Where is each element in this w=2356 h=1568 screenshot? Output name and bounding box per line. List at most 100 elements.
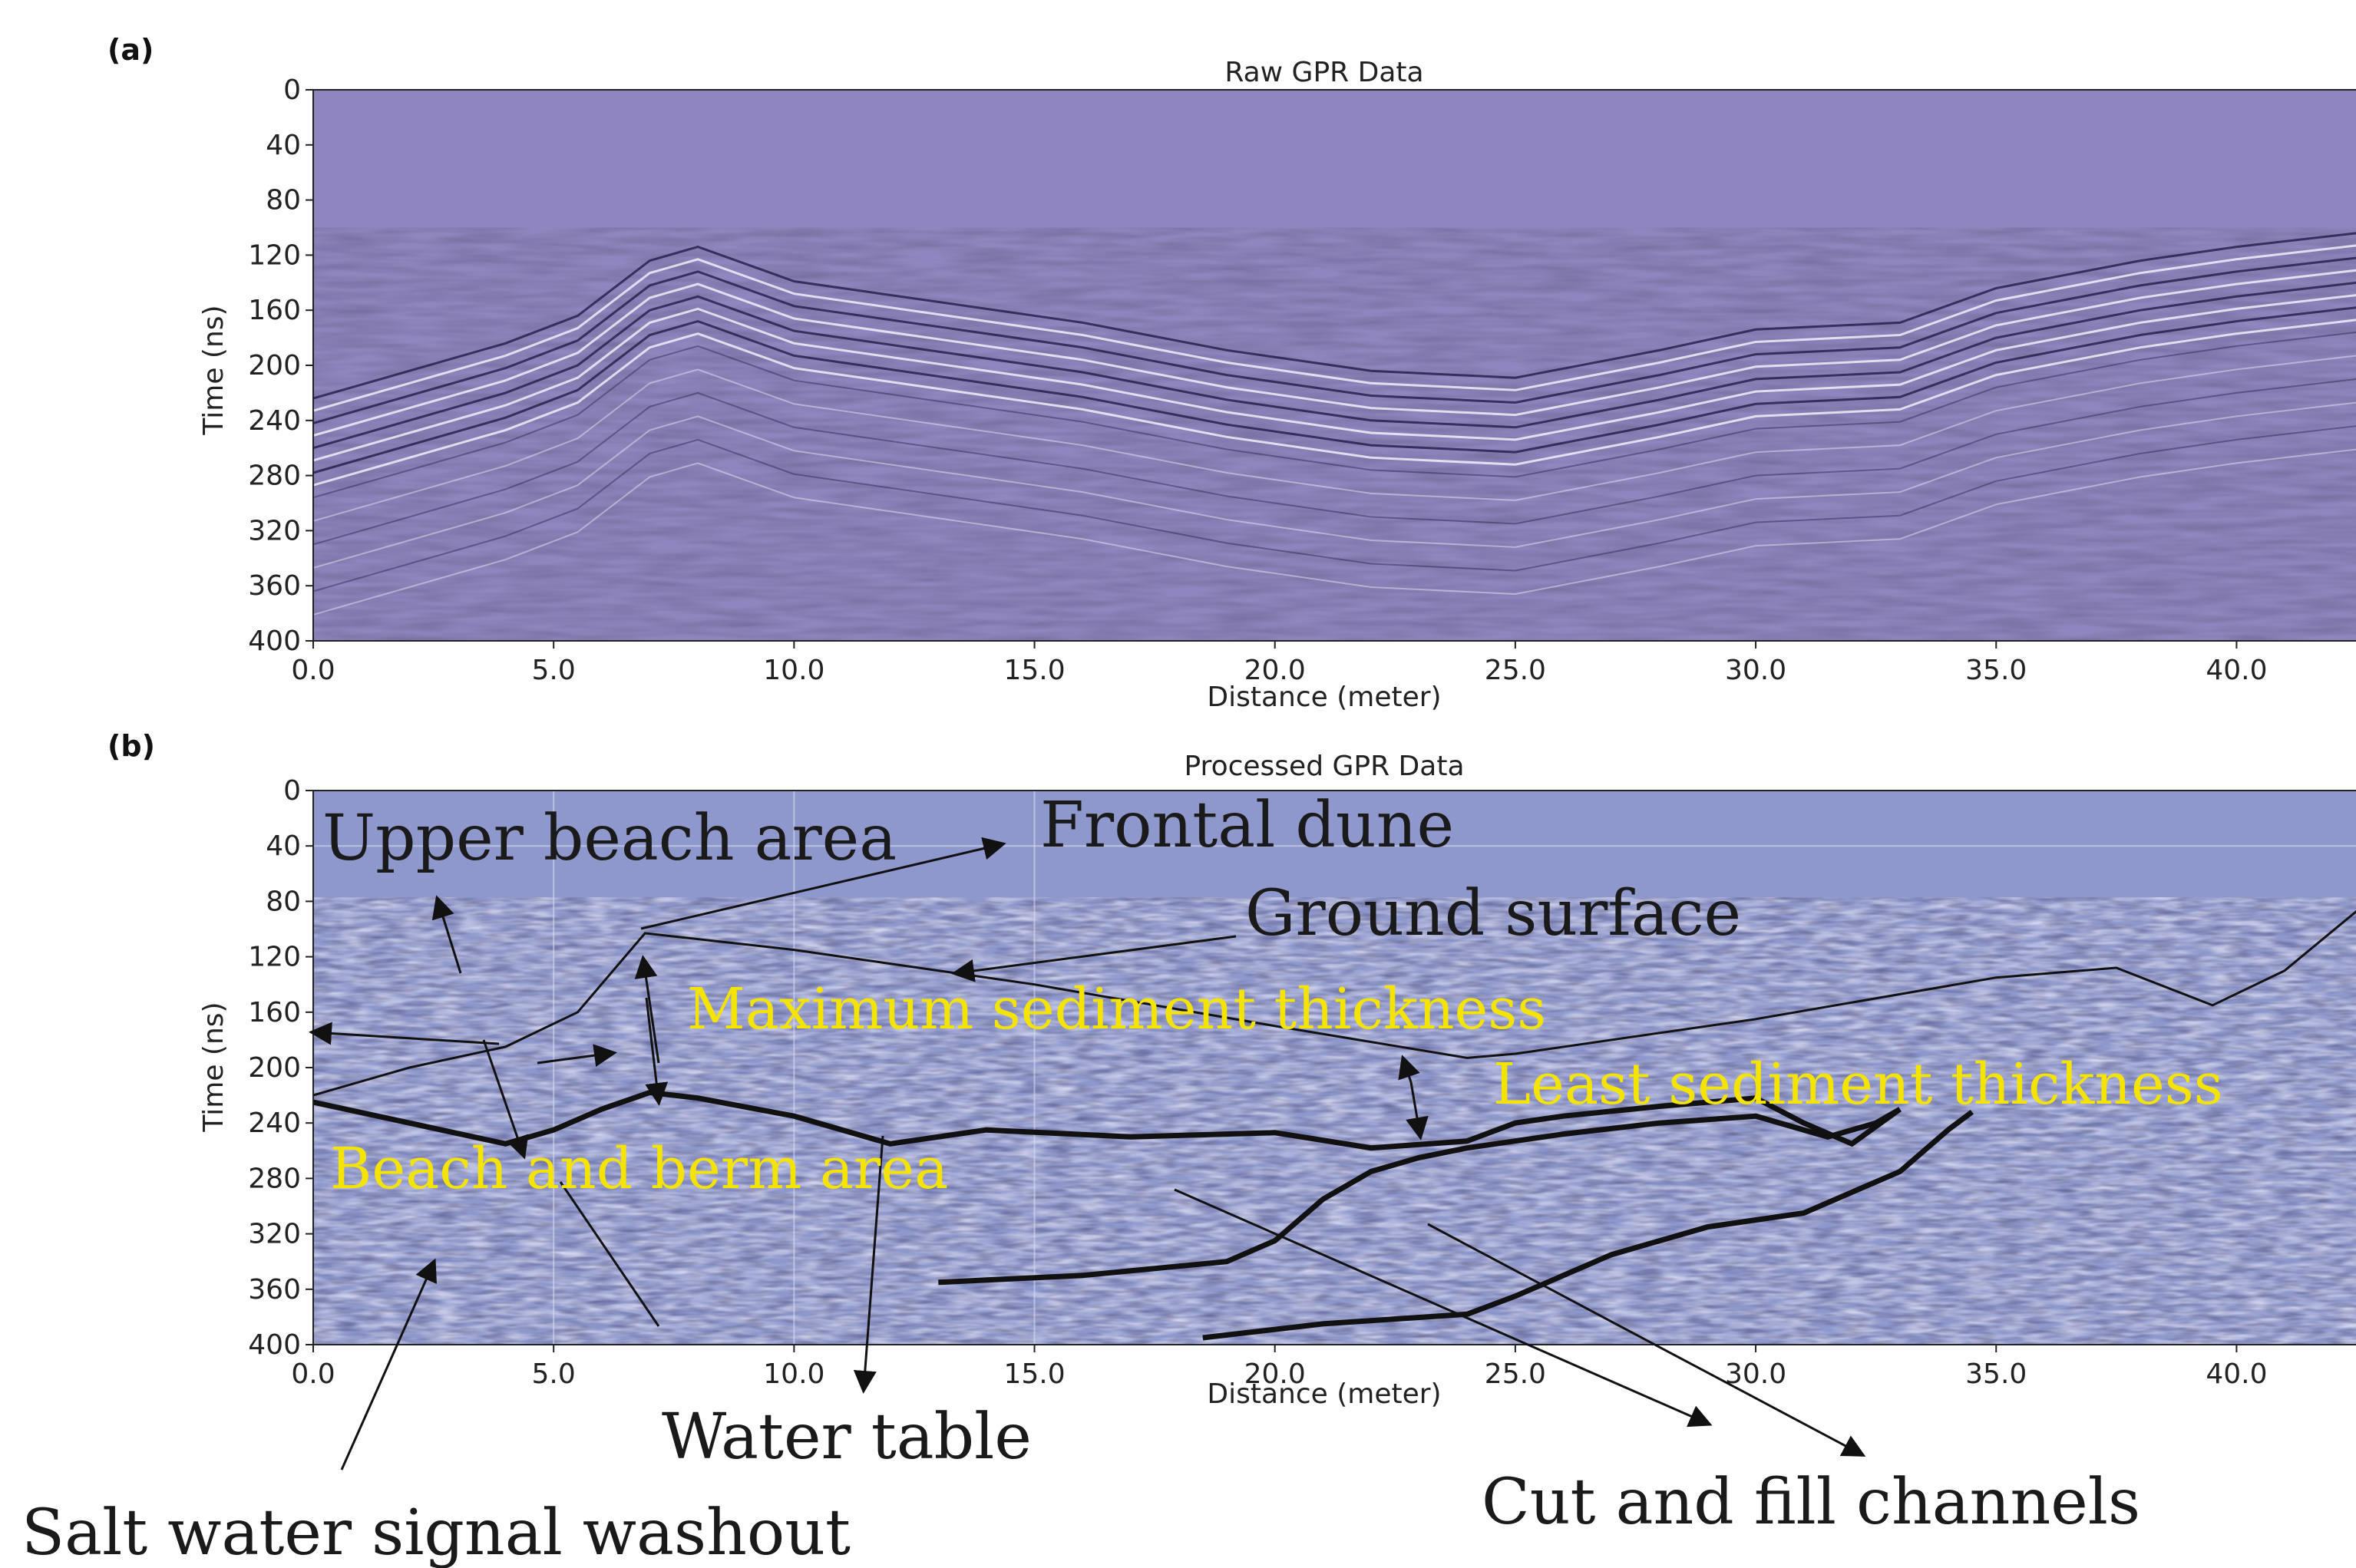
x-tick-label: 40.0	[2206, 1358, 2267, 1390]
x-tick-label: 30.0	[1725, 1358, 1786, 1390]
processed-gpr-y-ticks: 0 40 80 120 160 200 240 280 320 360 400	[248, 775, 313, 1361]
reflector-band	[312, 256, 2356, 424]
beach-berm-line	[559, 1181, 660, 1327]
x-tick-label: 25.0	[1485, 655, 1546, 686]
x-tick-label: 0.0	[291, 655, 335, 686]
reflector-band	[312, 294, 2356, 462]
reflector-band	[312, 319, 2356, 487]
x-tick-label: 30.0	[1725, 655, 1786, 686]
y-tick-label: 360	[248, 1274, 301, 1306]
y-tick-label: 200	[248, 350, 301, 381]
x-tick-label: 5.0	[532, 1358, 576, 1390]
x-tick-label: 15.0	[1003, 655, 1065, 686]
y-tick-label: 360	[248, 570, 301, 602]
y-tick-label: 120	[248, 942, 301, 973]
raw-gpr-x-ticks: 0.0 5.0 10.0 15.0 20.0 25.0 30.0 35.0 40.0	[291, 641, 2267, 686]
reflector-band	[312, 355, 2356, 522]
y-tick-label: 400	[248, 1329, 301, 1361]
y-tick-label: 320	[248, 515, 301, 546]
panel-a-label: (a)	[107, 33, 154, 67]
processed-gpr-reflection-texture-dark	[313, 897, 2356, 1345]
raw-gpr-panel: (a) Raw GPR Data 0.0 5.0 10.0 15.0 20.0 25.0 3…	[107, 33, 2356, 713]
ground-surface-line	[312, 909, 2356, 1097]
y-tick-label: 200	[248, 1052, 301, 1084]
y-tick-label: 280	[248, 1163, 301, 1194]
water-table-arrow	[853, 1135, 884, 1394]
processed-gpr-x-ticks: 0.0 5.0 10.0 15.0 20.0 25.0 30.0 35.0 40.0	[291, 1345, 2267, 1390]
upper-beach-label: Upper beach area	[322, 802, 897, 875]
reflector-band	[312, 244, 2356, 412]
reflector-band	[312, 306, 2356, 474]
processed-gpr-ylabel: Time (ns)	[198, 1002, 230, 1132]
raw-gpr-xlabel: Distance (meter)	[1207, 682, 1441, 713]
y-tick-label: 240	[248, 1108, 301, 1139]
ground-surface-arrow	[951, 935, 1237, 982]
raw-gpr-y-ticks: 0 40 80 120 160 200 240 280 320 360 400	[248, 74, 313, 657]
y-tick-label: 160	[248, 295, 301, 326]
reflector-band	[312, 425, 2356, 593]
channel-line	[1202, 1109, 1974, 1341]
salt-water-arrow	[340, 1258, 437, 1471]
reflector-band	[312, 269, 2356, 437]
reflector-band	[312, 281, 2356, 450]
processed-gpr-gridlines	[313, 791, 2356, 1345]
least-sediment-arrow-up	[1398, 1055, 1420, 1083]
salt-water-label: Salt water signal washout	[21, 1497, 851, 1568]
ground-surface-label: Ground surface	[1245, 877, 1741, 950]
y-tick-label: 400	[248, 626, 301, 657]
reflector-band	[312, 401, 2356, 569]
x-tick-label: 40.0	[2206, 655, 2267, 686]
max-sediment-label: Maximum sediment thickness	[687, 976, 1546, 1042]
x-tick-label: 35.0	[1965, 655, 2027, 686]
x-tick-label: 0.0	[291, 1358, 335, 1390]
panel-b-label: (b)	[107, 729, 155, 763]
max-sediment-arrow-down	[645, 997, 669, 1106]
channel-line	[938, 1107, 1902, 1286]
processed-gpr-panel: (b) Processed GPR Data 0.0 5.0 10.0 15.0 20.…	[21, 729, 2356, 1568]
least-sediment-arrow-down	[1406, 1081, 1429, 1141]
cut-fill-arrow-2	[1427, 1223, 1866, 1457]
y-tick-label: 320	[248, 1219, 301, 1250]
max-sediment-arrow-up	[634, 955, 660, 1064]
cut-fill-label: Cut and fill channels	[1482, 1466, 2140, 1539]
frontal-dune-label: Frontal dune	[1040, 789, 1454, 862]
raw-gpr-title: Raw GPR Data	[1224, 57, 1423, 88]
processed-gpr-title: Processed GPR Data	[1184, 751, 1464, 782]
raw-gpr-plot-area	[312, 89, 2356, 642]
y-tick-label: 240	[248, 405, 301, 437]
x-tick-label: 20.0	[1244, 1358, 1306, 1390]
raw-gpr-reflection-texture	[313, 227, 2356, 641]
reflector-band	[312, 232, 2356, 400]
annotation-arrows	[309, 837, 1866, 1471]
reflector-band	[312, 448, 2356, 616]
processed-gpr-xlabel: Distance (meter)	[1207, 1378, 1441, 1410]
x-tick-label: 15.0	[1003, 1358, 1065, 1390]
x-tick-label: 10.0	[763, 1358, 824, 1390]
max-sediment-arrow-left	[309, 1022, 500, 1045]
y-tick-label: 0	[283, 74, 301, 106]
frontal-dune-arrow	[640, 837, 1006, 930]
reflector-band	[312, 332, 2356, 499]
reflector-band	[312, 378, 2356, 546]
y-tick-label: 40	[266, 130, 301, 161]
max-sediment-arrow-right	[537, 1044, 617, 1068]
cut-and-fill-channel-lines	[938, 1107, 1974, 1341]
beach-berm-label: Beach and berm area	[330, 1136, 948, 1202]
x-tick-label: 10.0	[763, 655, 824, 686]
least-sediment-label: Least sediment thickness	[1493, 1051, 2223, 1117]
upper-beach-arrow	[431, 895, 462, 974]
cut-fill-arrow-1	[1174, 1188, 1713, 1428]
y-tick-label: 0	[283, 775, 301, 807]
y-tick-label: 120	[248, 239, 301, 271]
y-tick-label: 160	[248, 997, 301, 1028]
y-tick-label: 80	[266, 185, 301, 216]
raw-gpr-reflector-bands	[312, 232, 2356, 616]
x-tick-label: 20.0	[1244, 655, 1306, 686]
raw-gpr-ylabel: Time (ns)	[198, 305, 230, 435]
beach-berm-arrow	[482, 1039, 529, 1160]
x-tick-label: 5.0	[532, 655, 576, 686]
water-table-line	[312, 1089, 1902, 1151]
x-tick-label: 25.0	[1485, 1358, 1546, 1390]
y-tick-label: 280	[248, 460, 301, 492]
